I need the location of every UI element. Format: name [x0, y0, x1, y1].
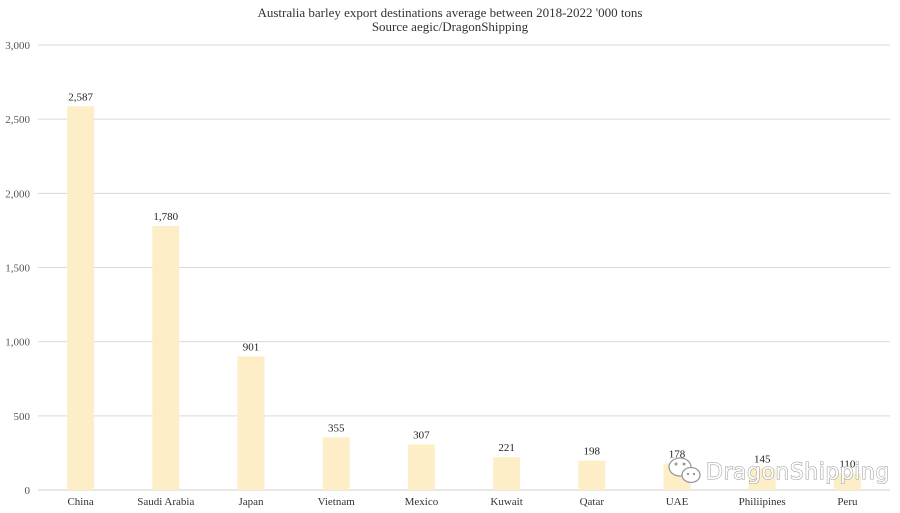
x-category-label: Kuwait — [490, 496, 522, 508]
bar-china — [67, 106, 95, 491]
chart-subtitle: Source aegic/DragonShipping — [372, 19, 529, 34]
y-tick-label: 3,000 — [5, 40, 30, 52]
watermark: DragonShipping — [668, 457, 890, 486]
watermark-text: DragonShipping — [706, 460, 890, 485]
bar-saudi-arabia — [152, 225, 180, 490]
x-category-label: Vietnam — [318, 496, 356, 508]
data-label: 355 — [328, 422, 345, 434]
data-label: 145 — [754, 453, 771, 465]
gridlines — [38, 44, 890, 491]
x-category-label: Qatar — [580, 496, 605, 508]
bar-philiipines — [748, 468, 776, 490]
data-label: 2,587 — [68, 91, 93, 103]
bars — [67, 106, 861, 491]
y-tick-label: 2,500 — [5, 114, 30, 126]
x-category-label: Philiipines — [739, 496, 786, 508]
bar-mexico — [407, 444, 435, 490]
bar-kuwait — [493, 457, 521, 490]
bar-vietnam — [322, 437, 350, 490]
x-category-label: China — [67, 496, 93, 508]
x-category-label: UAE — [666, 496, 689, 508]
x-category-label: Saudi Arabia — [137, 496, 194, 508]
x-category-label: Mexico — [405, 496, 439, 508]
data-label: 1,780 — [153, 211, 178, 223]
bar-japan — [237, 356, 265, 490]
x-category-label: Peru — [837, 496, 858, 508]
x-category-label: Japan — [238, 496, 264, 508]
x-axis-category-labels: China Saudi Arabia Japan Vietnam Mexico Kuwai… — [67, 496, 858, 508]
y-tick-label: 1,500 — [5, 263, 30, 275]
wechat-icon — [668, 457, 701, 484]
bar-qatar — [578, 460, 606, 490]
y-tick-label: 0 — [25, 485, 31, 497]
data-label: 221 — [498, 442, 515, 454]
bar-peru — [833, 473, 861, 490]
y-axis-tick-labels: 0 500 1,000 1,500 2,000 2,500 3,000 — [5, 40, 30, 497]
y-tick-label: 2,000 — [5, 188, 30, 200]
y-tick-label: 1,000 — [5, 337, 30, 349]
data-label: 307 — [413, 429, 430, 441]
chart-title: Australia barley export destinations ave… — [257, 5, 642, 20]
y-tick-label: 500 — [14, 411, 31, 423]
data-label: 901 — [243, 341, 260, 353]
data-label: 110 — [839, 459, 856, 471]
data-label: 198 — [584, 446, 601, 458]
